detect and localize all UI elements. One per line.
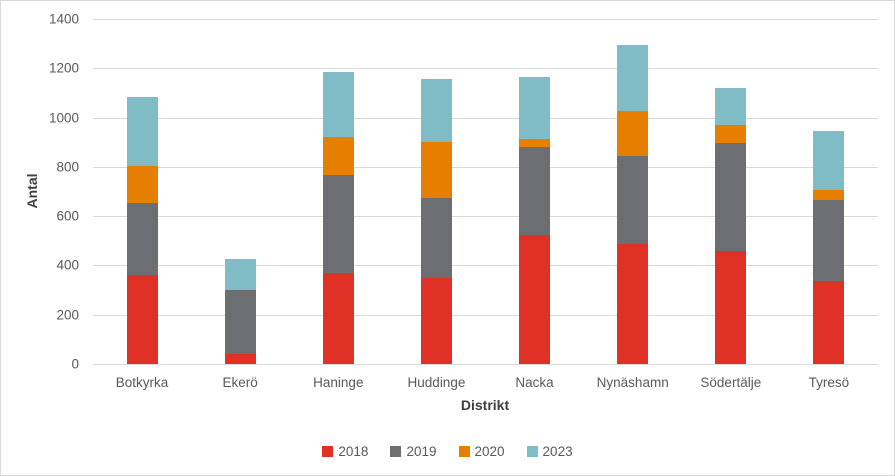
x-category-label-Nacka: Nacka	[515, 375, 554, 390]
x-category-label-Nynäshamn: Nynäshamn	[596, 375, 669, 390]
bar-segment-Nacka-2023	[519, 76, 551, 139]
bar-segment-Södertälje-2018	[715, 250, 747, 364]
bar-segment-Botkyrka-2023	[126, 96, 158, 166]
bar-segment-Nynäshamn-2023	[617, 44, 649, 112]
legend-label-2019: 2019	[406, 444, 437, 459]
x-category-label-Haninge: Haninge	[313, 375, 364, 390]
bar-segment-Nacka-2020	[519, 138, 551, 148]
bar-segment-Södertälje-2020	[715, 124, 747, 144]
bar-segment-Huddinge-2023	[420, 79, 452, 143]
bar-segment-Huddinge-2020	[420, 142, 452, 198]
x-category-label-Botkyrka: Botkyrka	[115, 375, 169, 390]
gridline	[93, 166, 878, 168]
bar-segment-Södertälje-2023	[715, 88, 747, 125]
legend-label-2018: 2018	[338, 444, 369, 459]
x-category-label-Huddinge: Huddinge	[407, 375, 466, 390]
x-category-label-Södertälje: Södertälje	[700, 375, 762, 390]
bar-segment-Botkyrka-2019	[126, 202, 158, 276]
bar-segment-Botkyrka-2020	[126, 165, 158, 203]
y-tick-label: 1400	[48, 11, 79, 27]
bar-segment-Tyresö-2019	[813, 200, 845, 282]
y-tick-label: 0	[71, 356, 79, 372]
y-axis-title: Antal	[24, 173, 40, 209]
x-category-label-Ekerö: Ekerö	[222, 375, 258, 390]
y-tick-label: 400	[56, 257, 79, 273]
legend-item-2019: 2019	[390, 444, 437, 459]
legend-swatch-2023	[526, 446, 538, 458]
bar-segment-Haninge-2020	[322, 137, 354, 176]
bar-segment-Ekerö-2018	[224, 354, 256, 364]
bar-segment-Tyresö-2018	[813, 281, 845, 364]
bar-segment-Nacka-2018	[519, 234, 551, 364]
y-tick-label: 200	[56, 306, 79, 322]
legend-label-2023: 2023	[542, 444, 573, 459]
legend: 2018 2019 2020 2023	[1, 445, 894, 459]
bar-segment-Haninge-2023	[322, 71, 354, 138]
bar-segment-Botkyrka-2018	[126, 275, 158, 364]
legend-item-2023: 2023	[526, 444, 573, 459]
x-axis-line	[93, 364, 878, 365]
y-tick-label: 1000	[48, 109, 79, 125]
legend-item-2020: 2020	[458, 444, 505, 459]
bar-segment-Haninge-2019	[322, 175, 354, 273]
legend-swatch-2019	[390, 446, 402, 458]
bar-segment-Nacka-2019	[519, 147, 551, 235]
gridline	[93, 19, 878, 20]
bar-segment-Huddinge-2018	[420, 277, 452, 364]
gridline	[93, 216, 878, 218]
legend-item-2018: 2018	[322, 445, 368, 459]
bar-segment-Ekerö-2019	[224, 290, 256, 355]
y-tick-label: 800	[56, 159, 79, 175]
bar-segment-Nynäshamn-2019	[617, 155, 649, 245]
legend-swatch-2020	[458, 446, 470, 458]
bar-segment-Ekerö-2023	[224, 259, 256, 291]
bar-segment-Södertälje-2019	[715, 143, 747, 251]
gridline	[93, 117, 878, 119]
bar-segment-Huddinge-2019	[420, 197, 452, 278]
bar-segment-Nynäshamn-2020	[617, 111, 649, 156]
gridline	[93, 265, 878, 267]
gridline	[93, 314, 878, 316]
x-category-label-Tyresö: Tyresö	[808, 375, 850, 390]
legend-swatch-2018	[322, 446, 334, 458]
bar-segment-Haninge-2018	[322, 272, 354, 364]
y-tick-label: 1200	[48, 60, 79, 76]
gridline	[93, 68, 878, 70]
legend-label-2020: 2020	[474, 444, 505, 459]
y-tick-label: 600	[56, 208, 79, 224]
bar-segment-Tyresö-2023	[813, 131, 845, 191]
bar-segment-Nynäshamn-2018	[617, 244, 649, 364]
x-axis-title: Distrikt	[460, 397, 510, 413]
bar-segment-Tyresö-2020	[813, 190, 845, 201]
